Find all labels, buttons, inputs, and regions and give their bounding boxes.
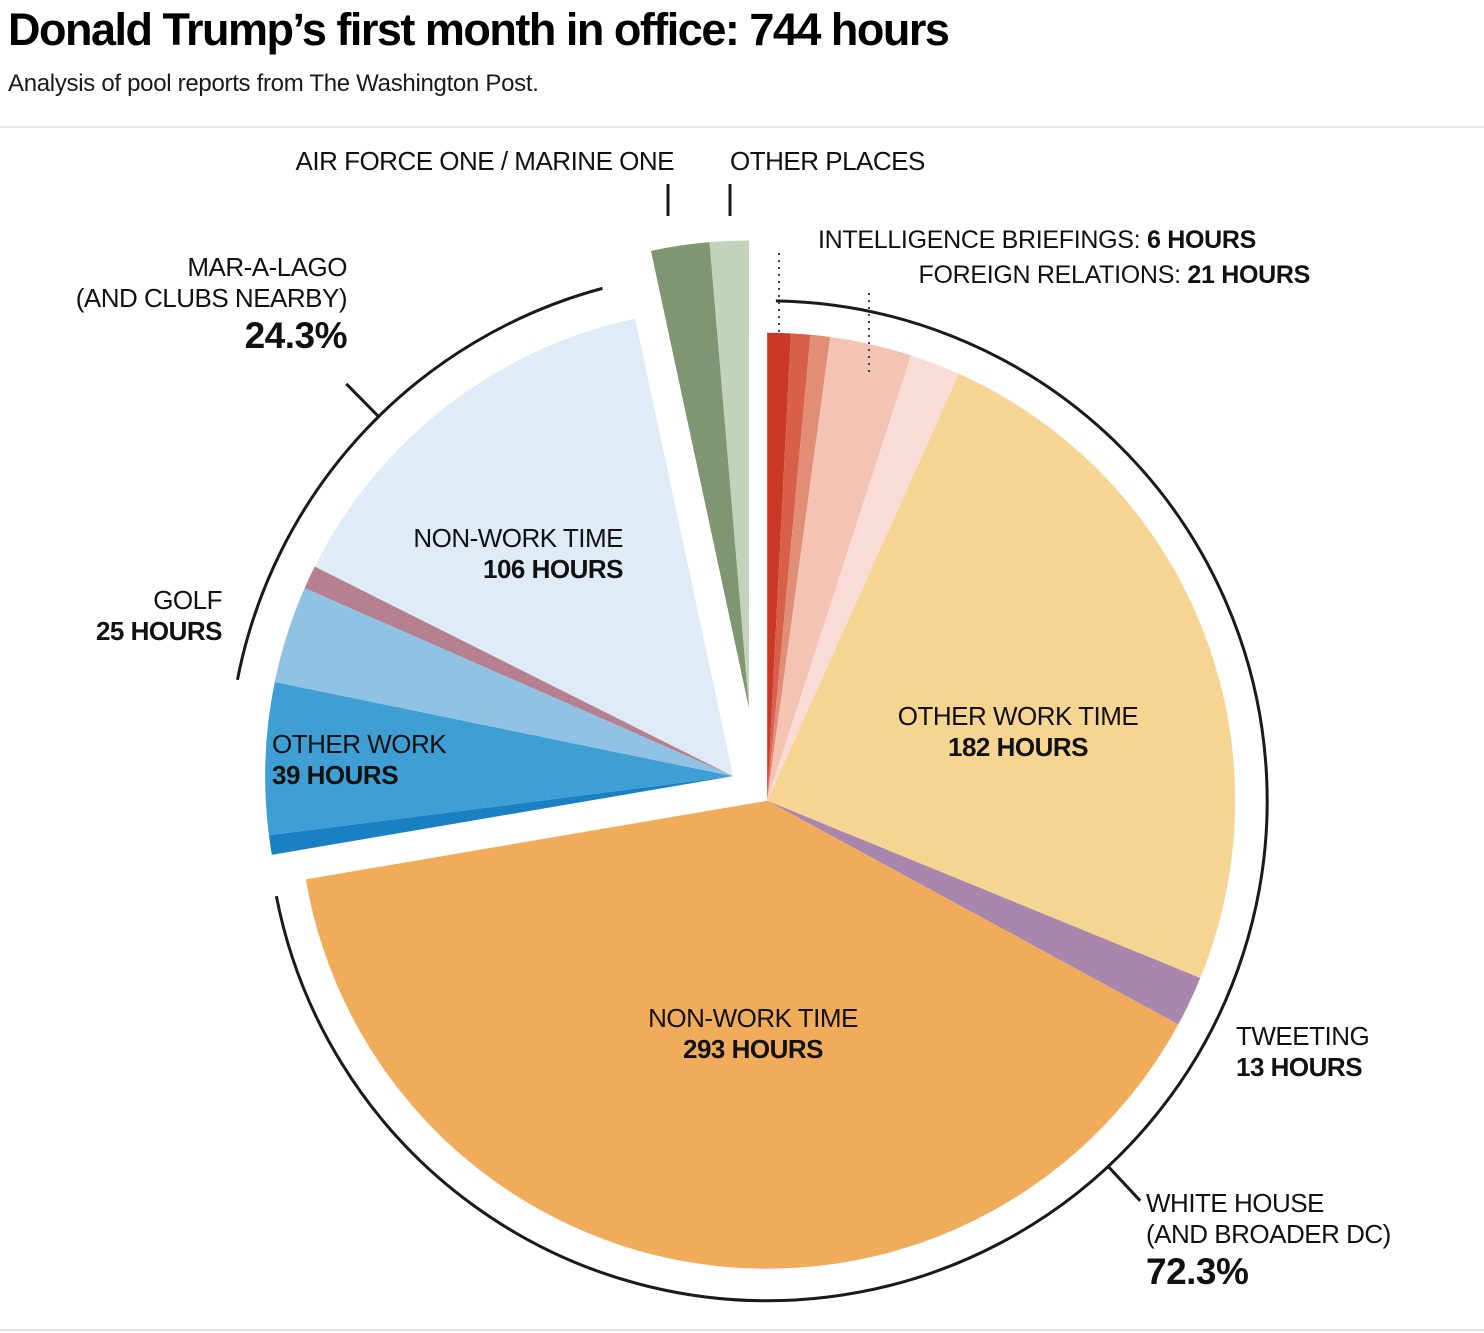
- wedge-mar-a-lago-unlabeled: [268, 776, 734, 855]
- callout-intelligence-briefings: INTELLIGENCE BRIEFINGS: 6 HOURS: [817, 226, 1256, 254]
- bottom-divider: [0, 1329, 1484, 1331]
- mar-a-lago-leader-line: [345, 382, 380, 418]
- white-house-leader-line: [1107, 1165, 1142, 1202]
- page-title: Donald Trump’s first month in office: 74…: [8, 4, 950, 55]
- wedge-air-force-one-marine-one: [650, 242, 750, 709]
- wedge-intelligence-briefings: [767, 332, 791, 801]
- wedge-white-house-unlabeled: [767, 355, 959, 801]
- mar-a-lago-outline-arc: [235, 286, 603, 681]
- callout-tweeting: TWEETING 13 HOURS: [1236, 1021, 1370, 1082]
- wedge-mar-a-lago-unlabeled: [304, 566, 734, 777]
- label-other-work-mar-a-lago: OTHER WORK 39 HOURS: [272, 729, 447, 790]
- page-subtitle: Analysis of pool reports from The Washin…: [8, 70, 539, 97]
- callout-golf: GOLF 25 HOURS: [95, 585, 223, 646]
- callout-foreign-relations: FOREIGN RELATIONS: 21 HOURS: [918, 261, 1310, 289]
- top-divider: [0, 126, 1484, 128]
- label-non-work-mar-a-lago: NON-WORK TIME 106 HOURS: [413, 523, 623, 584]
- wedge-non-work-time: [314, 318, 734, 777]
- wedge-other-work-time: [767, 373, 1236, 979]
- wedge-tweeting: [767, 800, 1201, 1025]
- label-other-work-white-house: OTHER WORK TIME 182 HOURS: [897, 701, 1139, 762]
- callout-white-house: WHITE HOUSE (AND BROADER DC) 72.3%: [1146, 1188, 1391, 1292]
- white-house-outline-arc: [274, 299, 1269, 1303]
- callout-other-places: OTHER PLACES: [730, 146, 925, 176]
- wedge-other-places: [709, 240, 750, 709]
- wedge-white-house-unlabeled: [767, 333, 811, 801]
- callout-mar-a-lago: MAR-A-LAGO (AND CLUBS NEARBY) 24.3%: [75, 252, 348, 356]
- wedge-foreign-relations: [767, 337, 912, 801]
- label-non-work-white-house: NON-WORK TIME 293 HOURS: [648, 1003, 858, 1064]
- wedge-other-work: [265, 681, 734, 836]
- callout-air-force-one: AIR FORCE ONE / MARINE ONE: [295, 146, 675, 176]
- wedge-white-house-unlabeled: [767, 334, 831, 801]
- wedge-non-work-time: [305, 800, 1179, 1269]
- wedge-golf: [274, 587, 734, 777]
